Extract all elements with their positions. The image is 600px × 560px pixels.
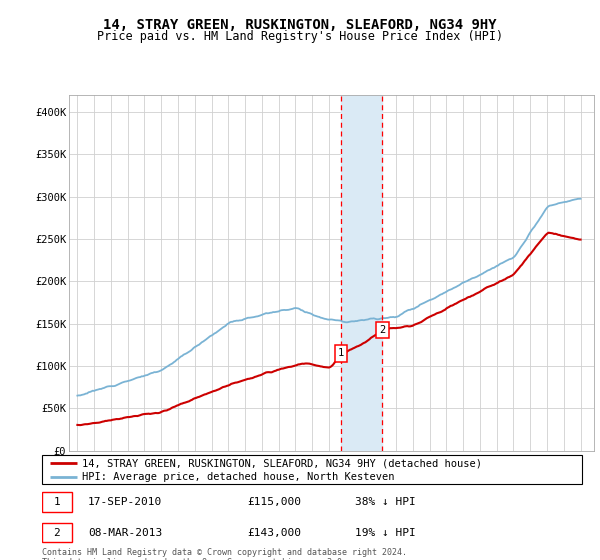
Text: 14, STRAY GREEN, RUSKINGTON, SLEAFORD, NG34 9HY: 14, STRAY GREEN, RUSKINGTON, SLEAFORD, N… xyxy=(103,18,497,32)
Text: HPI: Average price, detached house, North Kesteven: HPI: Average price, detached house, Nort… xyxy=(83,472,395,482)
Bar xyxy=(42,523,72,543)
Text: 19% ↓ HPI: 19% ↓ HPI xyxy=(355,528,416,538)
Bar xyxy=(42,492,72,511)
Text: 17-SEP-2010: 17-SEP-2010 xyxy=(88,497,162,507)
Text: Price paid vs. HM Land Registry's House Price Index (HPI): Price paid vs. HM Land Registry's House … xyxy=(97,30,503,43)
Text: 1: 1 xyxy=(53,497,60,507)
Text: 14, STRAY GREEN, RUSKINGTON, SLEAFORD, NG34 9HY (detached house): 14, STRAY GREEN, RUSKINGTON, SLEAFORD, N… xyxy=(83,458,482,468)
Bar xyxy=(341,95,382,451)
Text: £115,000: £115,000 xyxy=(247,497,301,507)
Text: 2: 2 xyxy=(53,528,60,538)
Text: 38% ↓ HPI: 38% ↓ HPI xyxy=(355,497,416,507)
Text: 2: 2 xyxy=(379,325,385,335)
Text: 08-MAR-2013: 08-MAR-2013 xyxy=(88,528,162,538)
Text: 1: 1 xyxy=(338,348,344,358)
Text: Contains HM Land Registry data © Crown copyright and database right 2024.
This d: Contains HM Land Registry data © Crown c… xyxy=(42,548,407,560)
Text: £143,000: £143,000 xyxy=(247,528,301,538)
